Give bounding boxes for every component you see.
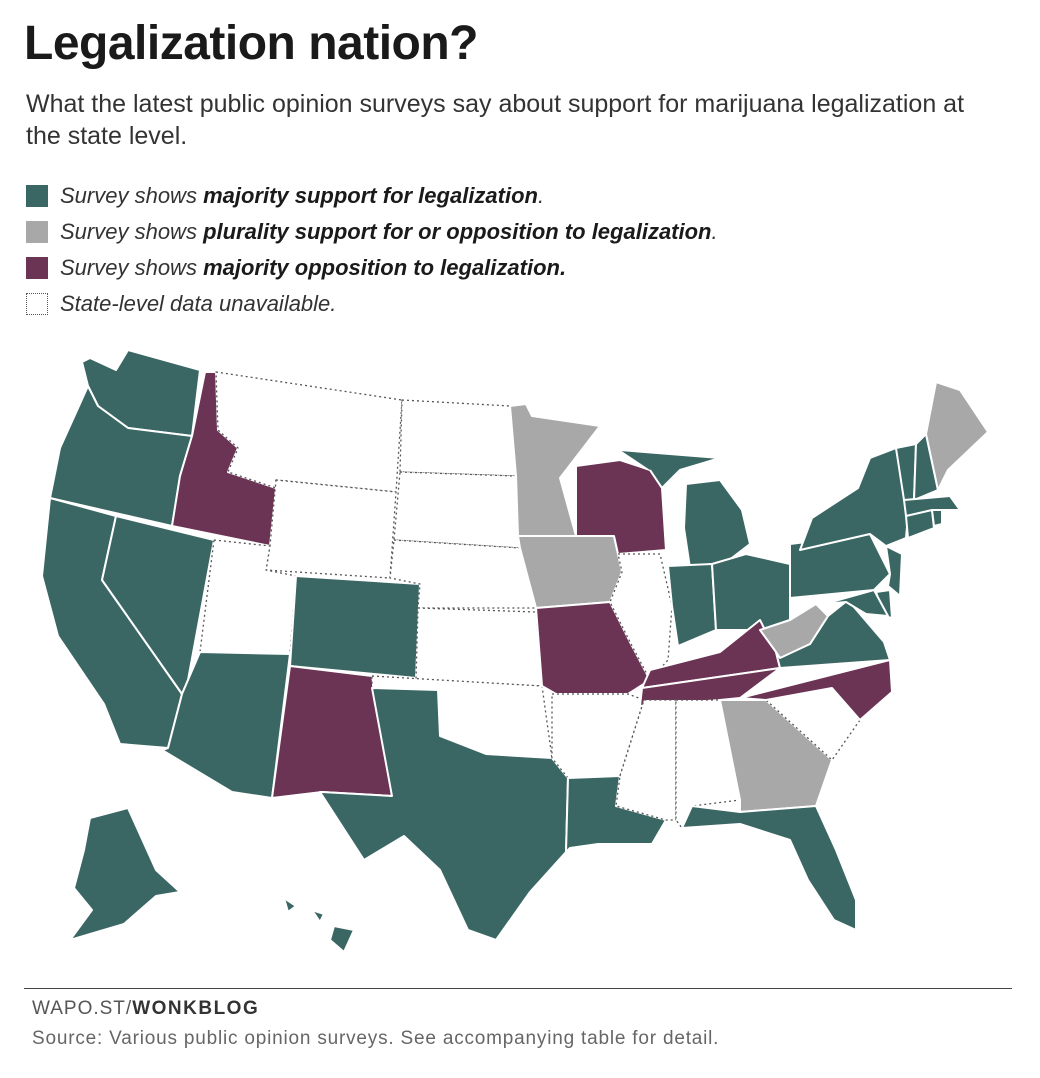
legend-swatch-majority-support [26, 185, 48, 207]
state-md [823, 589, 889, 617]
legend-swatch-plurality [26, 221, 48, 243]
state-wv [759, 603, 829, 659]
state-ok [371, 675, 553, 759]
map-title: Legalization nation? [24, 17, 479, 70]
state-co [289, 575, 421, 679]
state-fl [681, 805, 857, 931]
footer-divider [24, 988, 1012, 989]
state-ct [905, 509, 935, 539]
legend-swatch-majority-opposition [26, 257, 48, 279]
map-subtitle: What the latest public opinion surveys s… [26, 90, 965, 150]
state-ar [551, 693, 645, 779]
credit-line: WAPO.ST/WONKBLOG [32, 998, 260, 1019]
state-me [925, 381, 989, 491]
state-mn [509, 403, 601, 537]
state-sd [393, 471, 521, 549]
us-states-map [41, 349, 989, 953]
state-mi [619, 449, 751, 569]
state-az [161, 651, 291, 799]
legend-item-plurality: Survey shows plurality support for or op… [26, 214, 718, 250]
state-tx [319, 687, 569, 941]
state-ny [799, 447, 909, 551]
state-wy [265, 479, 397, 579]
state-nj [885, 545, 903, 597]
state-ia [517, 535, 623, 609]
state-in [667, 563, 717, 647]
state-ks [415, 607, 543, 687]
state-wi [575, 459, 667, 555]
state-mt [215, 371, 403, 493]
source-note: Source: Various public opinion surveys. … [32, 1028, 720, 1049]
legend-swatch-unavailable [26, 293, 48, 315]
state-nd [399, 399, 517, 477]
state-ak [69, 807, 181, 941]
legend: Survey shows majority support for legali… [26, 178, 718, 322]
state-al [675, 699, 741, 829]
state-oh [711, 553, 791, 631]
legend-item-majority-opposition: Survey shows majority opposition to lega… [26, 250, 718, 286]
legend-item-majority-support: Survey shows majority support for legali… [26, 178, 718, 214]
legend-item-unavailable: State-level data unavailable. [26, 286, 718, 322]
state-sc [765, 687, 861, 761]
state-ma [903, 495, 961, 517]
state-ri [931, 509, 943, 527]
state-hi [283, 897, 355, 953]
